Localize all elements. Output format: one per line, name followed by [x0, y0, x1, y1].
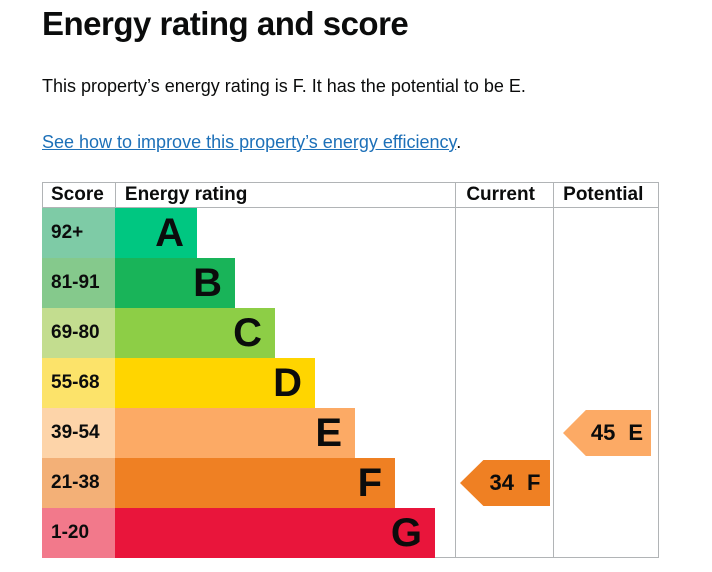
band-bar-a: A [115, 208, 197, 258]
score-range-d: 55-68 [42, 358, 115, 408]
header-current: Current [466, 184, 535, 205]
band-row-a: 92+ A [42, 208, 658, 258]
potential-column-divider [553, 182, 554, 557]
current-rating-arrow: 34 F [460, 460, 550, 506]
current-score: 34 [489, 470, 515, 495]
band-rows: 92+ A 81-91 B 69-80 C 55-68 D 39-54 E 21-38 F 1-20 G [42, 208, 658, 558]
energy-rating-chart: Score Energy rating Current Potential 92… [42, 182, 659, 558]
score-range-g: 1-20 [42, 508, 115, 558]
potential-rating-arrow: 45 E [563, 410, 651, 456]
header-score: Score [43, 183, 116, 207]
improve-efficiency-link[interactable]: See how to improve this property’s energ… [42, 132, 457, 152]
band-bar-g: G [115, 508, 435, 558]
band-bar-f: F [115, 458, 395, 508]
band-row-f: 21-38 F [42, 458, 658, 508]
intro-text: This property’s energy rating is F. It h… [42, 76, 526, 96]
score-range-a: 92+ [42, 208, 115, 258]
band-bar-d: D [115, 358, 315, 408]
band-bar-c: C [115, 308, 275, 358]
page-title: Energy rating and score [42, 5, 409, 42]
header-potential: Potential [563, 184, 644, 205]
band-row-b: 81-91 B [42, 258, 658, 308]
potential-score: 45 [590, 420, 616, 445]
link-period: . [456, 132, 462, 152]
improve-link-line: See how to improve this property’s energ… [42, 131, 712, 153]
score-range-c: 69-80 [42, 308, 115, 358]
band-bar-b: B [115, 258, 235, 308]
score-range-e: 39-54 [42, 408, 115, 458]
band-row-d: 55-68 D [42, 358, 658, 408]
score-range-b: 81-91 [42, 258, 115, 308]
band-row-e: 39-54 E [42, 408, 658, 458]
band-row-c: 69-80 C [42, 308, 658, 358]
potential-letter: E [628, 420, 644, 445]
current-column-divider [455, 182, 456, 557]
header-energy-rating: Energy rating [124, 184, 248, 205]
band-row-g: 1-20 G [42, 508, 658, 558]
current-letter: F [527, 470, 541, 495]
band-bar-e: E [115, 408, 355, 458]
chart-header-row: Score Energy rating Current Potential [42, 182, 658, 208]
score-range-f: 21-38 [42, 458, 115, 508]
